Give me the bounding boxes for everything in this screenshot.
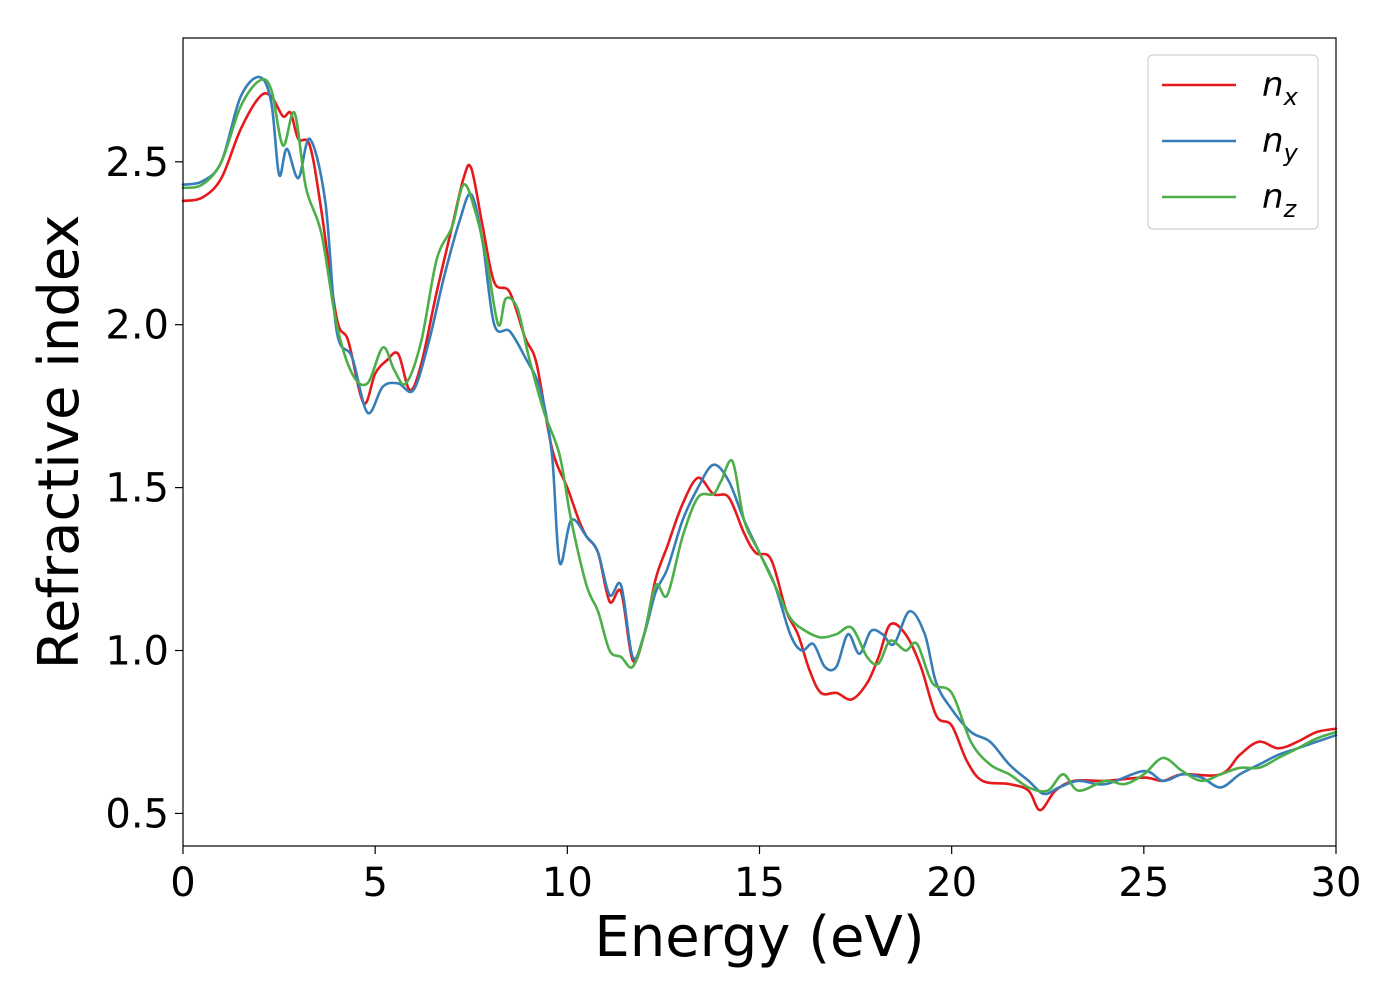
series-lines [181, 75, 1338, 812]
legend-label-subscript: y [1283, 139, 1299, 167]
x-tick-label: 0 [170, 860, 195, 906]
y-tick-label: 0.5 [105, 791, 169, 837]
x-axis-label: Energy (eV) [594, 905, 924, 970]
series-line-n-z [181, 77, 1338, 793]
y-tick-label: 1.0 [105, 629, 169, 675]
legend-label-base: n [1262, 121, 1284, 161]
y-tick-label: 2.5 [105, 140, 169, 186]
x-tick-label: 25 [1118, 860, 1169, 906]
x-tick-label: 30 [1311, 860, 1362, 906]
y-axis-label: Refractive index [27, 215, 92, 670]
plot-frame [182, 37, 1337, 847]
x-tick-label: 20 [926, 860, 977, 906]
y-axis-ticks: 0.5 1.0 1.5 2.0 2.5 [105, 140, 183, 837]
legend-label-subscript: z [1283, 195, 1298, 223]
legend-label-base: n [1262, 177, 1284, 217]
legend-label-subscript: x [1283, 83, 1299, 111]
x-tick-label: 5 [362, 860, 387, 906]
y-tick-label: 1.5 [105, 466, 169, 512]
x-tick-label: 15 [734, 860, 785, 906]
plot-area [183, 38, 1336, 846]
x-axis-ticks: 0 5 10 15 20 25 30 [170, 846, 1361, 906]
x-tick-label: 10 [542, 860, 593, 906]
legend-label-n-y: ny [1262, 121, 1299, 167]
legend-label-base: n [1262, 65, 1284, 105]
y-tick-label: 2.0 [105, 303, 169, 349]
legend-label-n-z: nz [1262, 177, 1298, 223]
legend-label-n-x: nx [1262, 65, 1299, 111]
series-line-n-y [181, 75, 1338, 796]
